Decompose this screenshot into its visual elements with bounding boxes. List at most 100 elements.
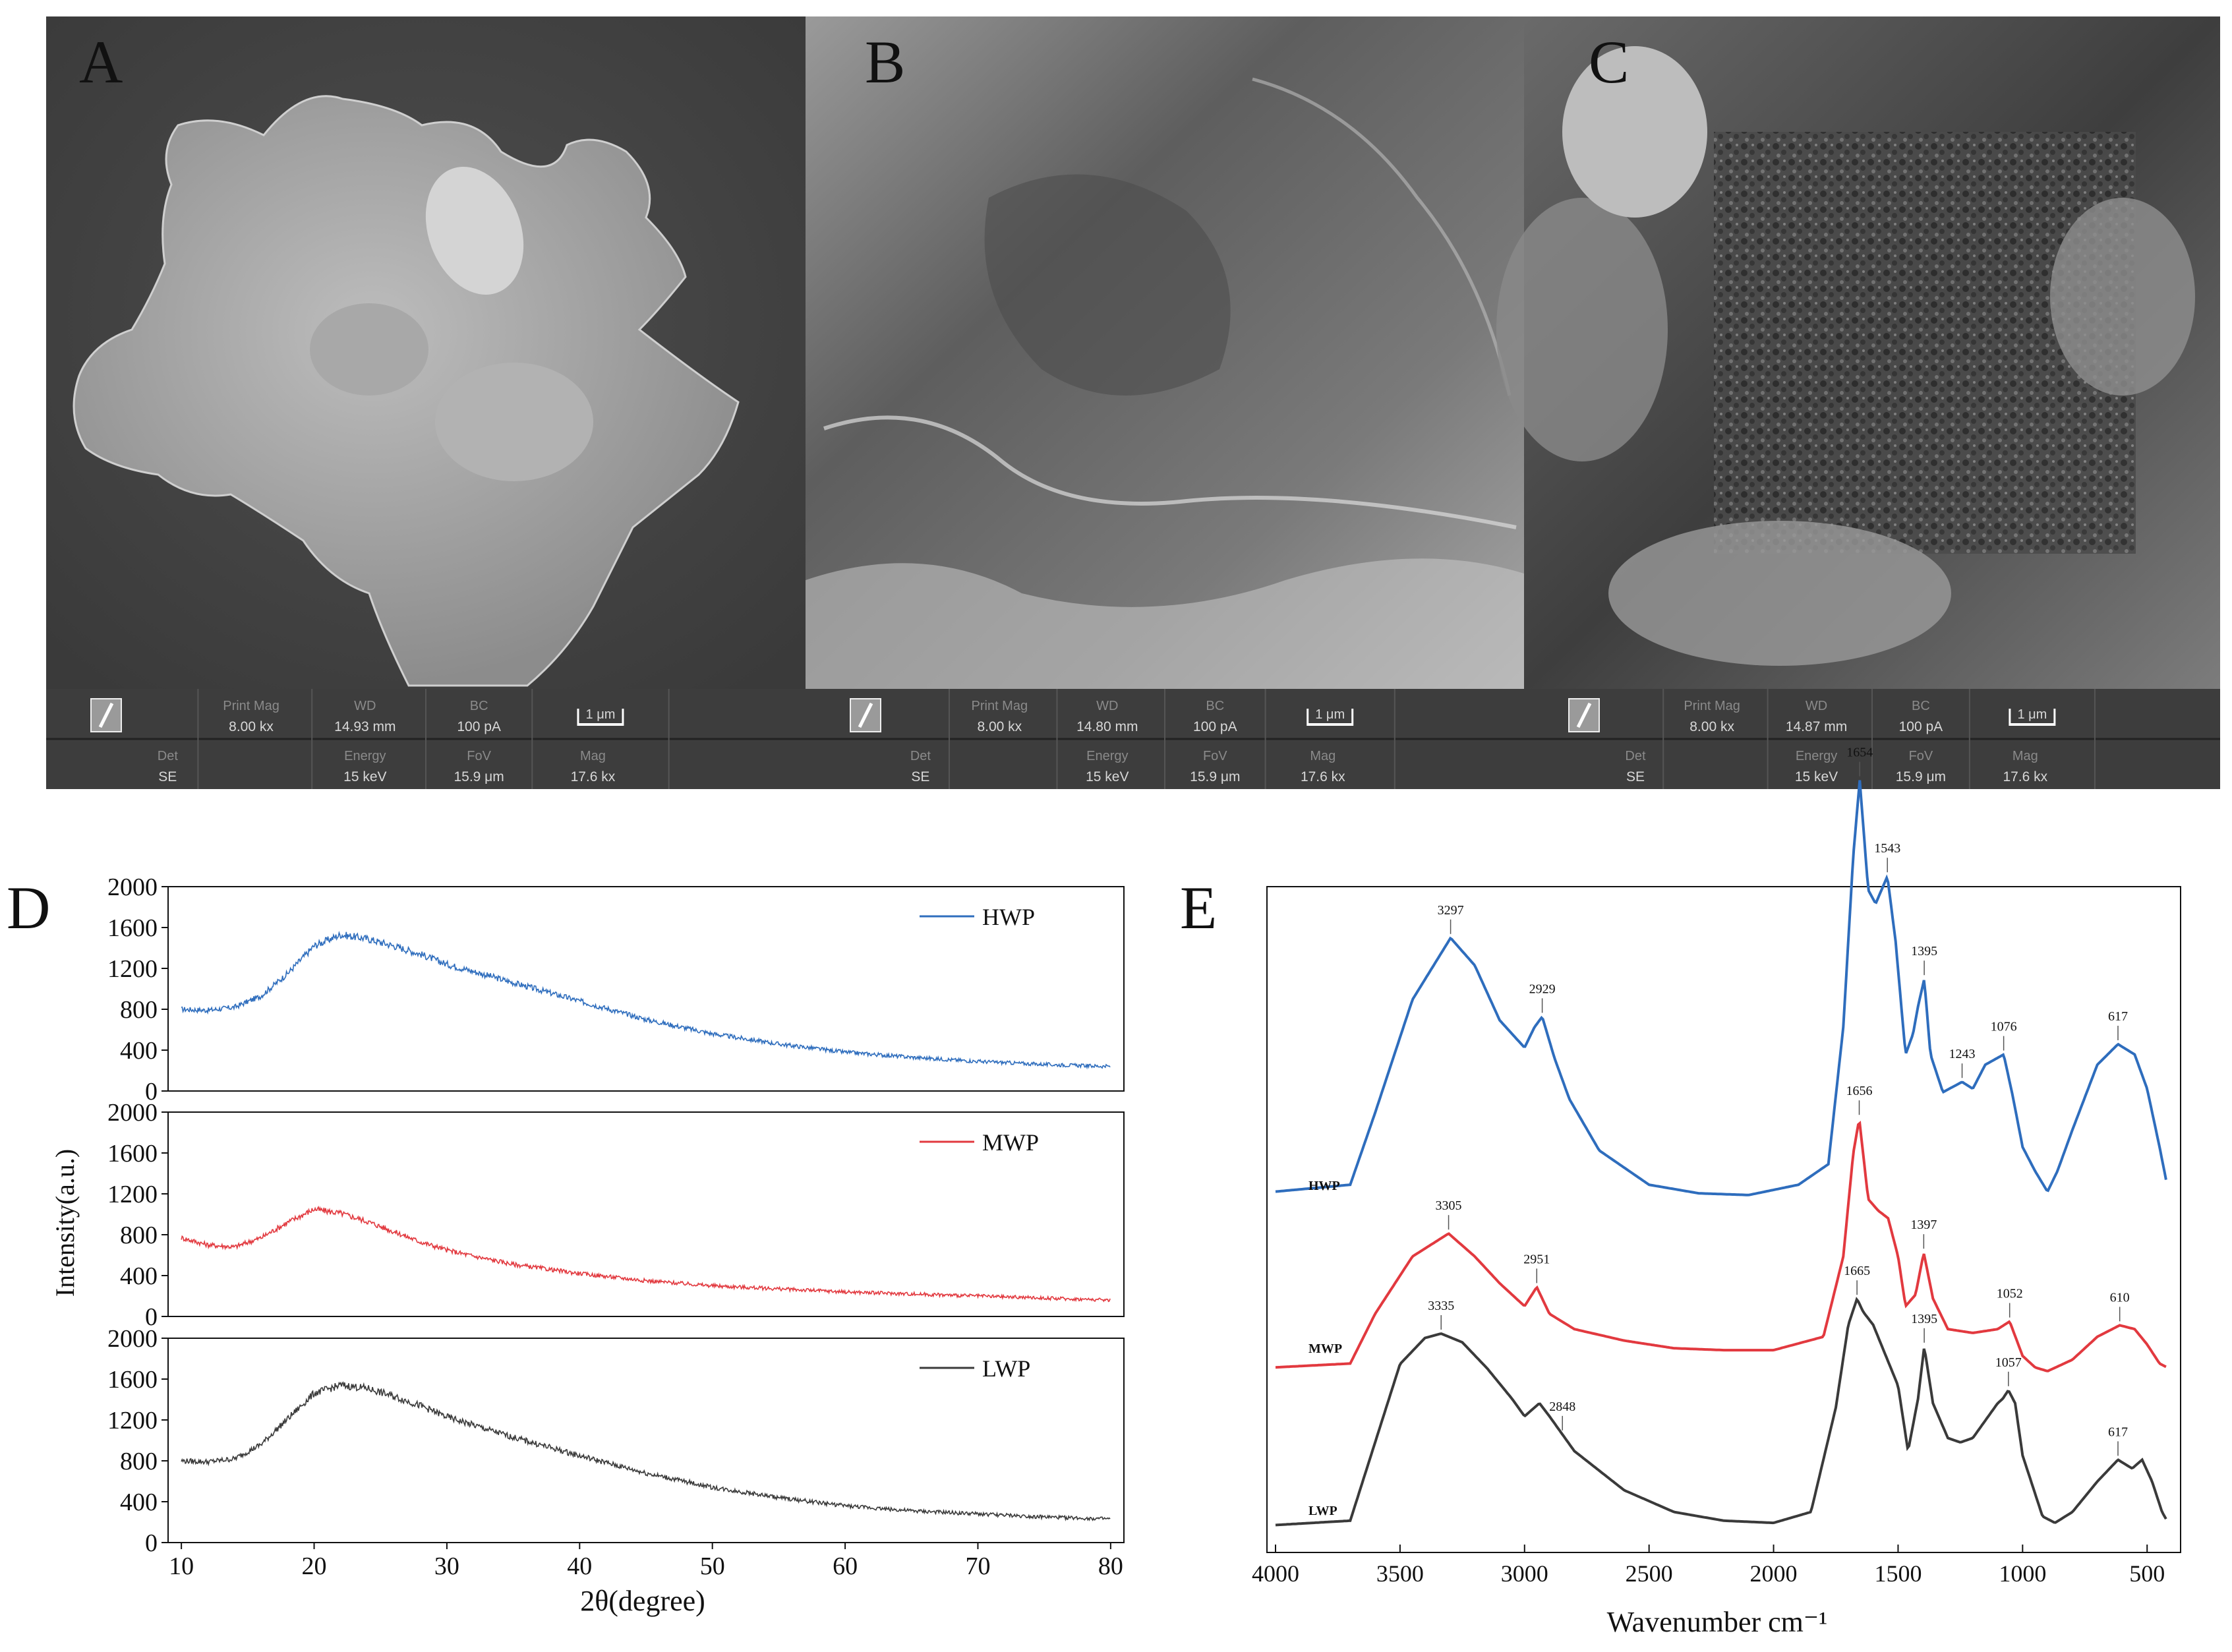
aggregate [1562,46,1707,218]
y-tick-label: 2000 [107,1099,158,1127]
peak-label: 2929 [1529,982,1556,996]
peak-label: 3335 [1428,1299,1454,1313]
peak-label: 2848 [1549,1400,1575,1414]
y-tick-label: 400 [120,1489,158,1516]
x-tick-label: 500 [2129,1560,2165,1587]
info-label: Mag [580,749,606,763]
surface-ridge [806,558,1524,689]
info-label: Print Mag [1684,699,1740,713]
y-tick-label: 0 [145,1529,158,1557]
peak-label: 617 [2108,1425,2128,1439]
peak-label: 1543 [1874,841,1900,856]
x-tick-label: 50 [700,1552,725,1580]
info-label: Print Mag [223,699,279,713]
y-tick-label: 400 [120,1262,158,1290]
info-label: BC [470,699,488,713]
sem-info-bar: Print Mag 8.00 kx WD 14.87 mm BC 100 pA 1 μm De… [1524,689,2220,789]
info-label: Energy [1796,749,1837,763]
particle-lobe [435,363,593,481]
peak-label: 1395 [1911,1312,1937,1326]
sem-info-bars: Print Mag 8.00 kx WD 14.93 mm BC 100 pA 1 μm De… [46,689,2220,789]
info-label: FoV [1203,749,1227,763]
x-axis-label: Wavenumber cm⁻¹ [1607,1606,1828,1638]
series-label-mwp: MWP [1308,1342,1342,1356]
x-tick-label: 2500 [1626,1560,1673,1587]
peak-label: 1654 [1846,746,1873,760]
info-value: 14.87 mm [1786,719,1847,734]
sem-panel-a: A [46,16,806,689]
peak-label: 1052 [1997,1287,2023,1301]
xrd-chart: Intensity(a.u.) 2θ(degree) 0400800120016… [50,873,1125,1617]
x-tick-label: 30 [434,1552,459,1580]
scale-bar-label: 1 μm [586,707,616,722]
info-label: Det [158,749,179,763]
info-value: 14.80 mm [1076,719,1138,734]
info-value: 15.9 μm [1190,769,1240,784]
info-value: 15 keV [1795,769,1838,784]
x-tick-label: 3500 [1376,1560,1424,1587]
info-value: 17.6 kx [2003,769,2047,784]
info-label: Print Mag [972,699,1028,713]
y-tick-label: 2000 [107,1325,158,1353]
info-value: 100 pA [1193,719,1237,734]
legend-label-mwp: MWP [982,1129,1039,1156]
info-value: SE [1626,769,1645,784]
info-value: 17.6 kx [571,769,616,784]
info-value: 100 pA [1899,719,1943,734]
sem-info-bar: Print Mag 8.00 kx WD 14.80 mm BC 100 pA 1 μm De… [806,689,1524,789]
surface-edge [823,415,1517,529]
scale-bar-label: 1 μm [1315,707,1345,722]
x-tick-label: 1500 [1874,1560,1922,1587]
series-line-mwp [1275,1121,2167,1372]
peak-label: 2951 [1523,1252,1550,1266]
xrd-subplot: 0 400 800 1200 1600 2000 HWP [107,873,1125,1106]
info-value: 8.00 kx [1689,719,1734,734]
aggregate [1608,521,1951,666]
info-value: 15.9 μm [1896,769,1946,784]
x-tick-label: 2000 [1750,1560,1798,1587]
scale-bar-label: 1 μm [2017,707,2047,722]
subplot-frame [167,1111,1125,1317]
x-tick-label: 1000 [1999,1560,2046,1587]
series-line-hwp [181,930,1111,1070]
info-value: 15 keV [1086,769,1129,784]
y-tick-label: 400 [120,1037,158,1065]
series-line-lwp [181,1381,1111,1521]
y-tick-label: 0 [145,1303,158,1331]
info-value: 14.93 mm [334,719,396,734]
info-label: Det [910,749,931,763]
legend-label-lwp: LWP [982,1355,1030,1382]
info-value: 15.9 μm [454,769,504,784]
xrd-subplot: 0 400 800 1200 1600 2000 LWP [107,1325,1125,1557]
detector-logo-mark [1576,702,1592,728]
legend-label-hwp: HWP [982,904,1035,930]
ftir-chart: Wavenumber cm⁻¹ HWP 3297 2929 1654 1543 1395 1… [1252,746,2181,1638]
peak-label: 617 [2108,1009,2128,1024]
info-label: Mag [1310,749,1336,763]
info-value: 100 pA [457,719,501,734]
peak-label: 1665 [1844,1264,1870,1278]
info-label: WD [354,699,376,713]
detector-logo-mark [98,702,114,728]
y-tick-label: 1600 [107,1366,158,1394]
panel-label-d: D [7,874,50,941]
info-label: FoV [467,749,491,763]
x-tick-label: 80 [1098,1552,1123,1580]
x-tick-label: 70 [965,1552,990,1580]
particle-highlight [425,167,524,295]
y-tick-label: 800 [120,1448,158,1475]
info-value: 17.6 kx [1301,769,1345,784]
panel-label-e: E [1180,874,1217,941]
info-value: 15 keV [343,769,386,784]
info-value: 8.00 kx [229,719,274,734]
particle-lobe [310,303,428,396]
subplot-frame [167,886,1125,1092]
series-line-hwp [1275,780,2167,1196]
peak-label: 1243 [1949,1047,1976,1061]
peak-label: 3297 [1438,903,1464,918]
info-value: 8.00 kx [977,719,1022,734]
ftir-plot-frame [1266,886,2181,1553]
info-label: BC [1912,699,1930,713]
sem-panel-b: B [806,16,1524,689]
panel-label-c: C [1589,28,1629,96]
